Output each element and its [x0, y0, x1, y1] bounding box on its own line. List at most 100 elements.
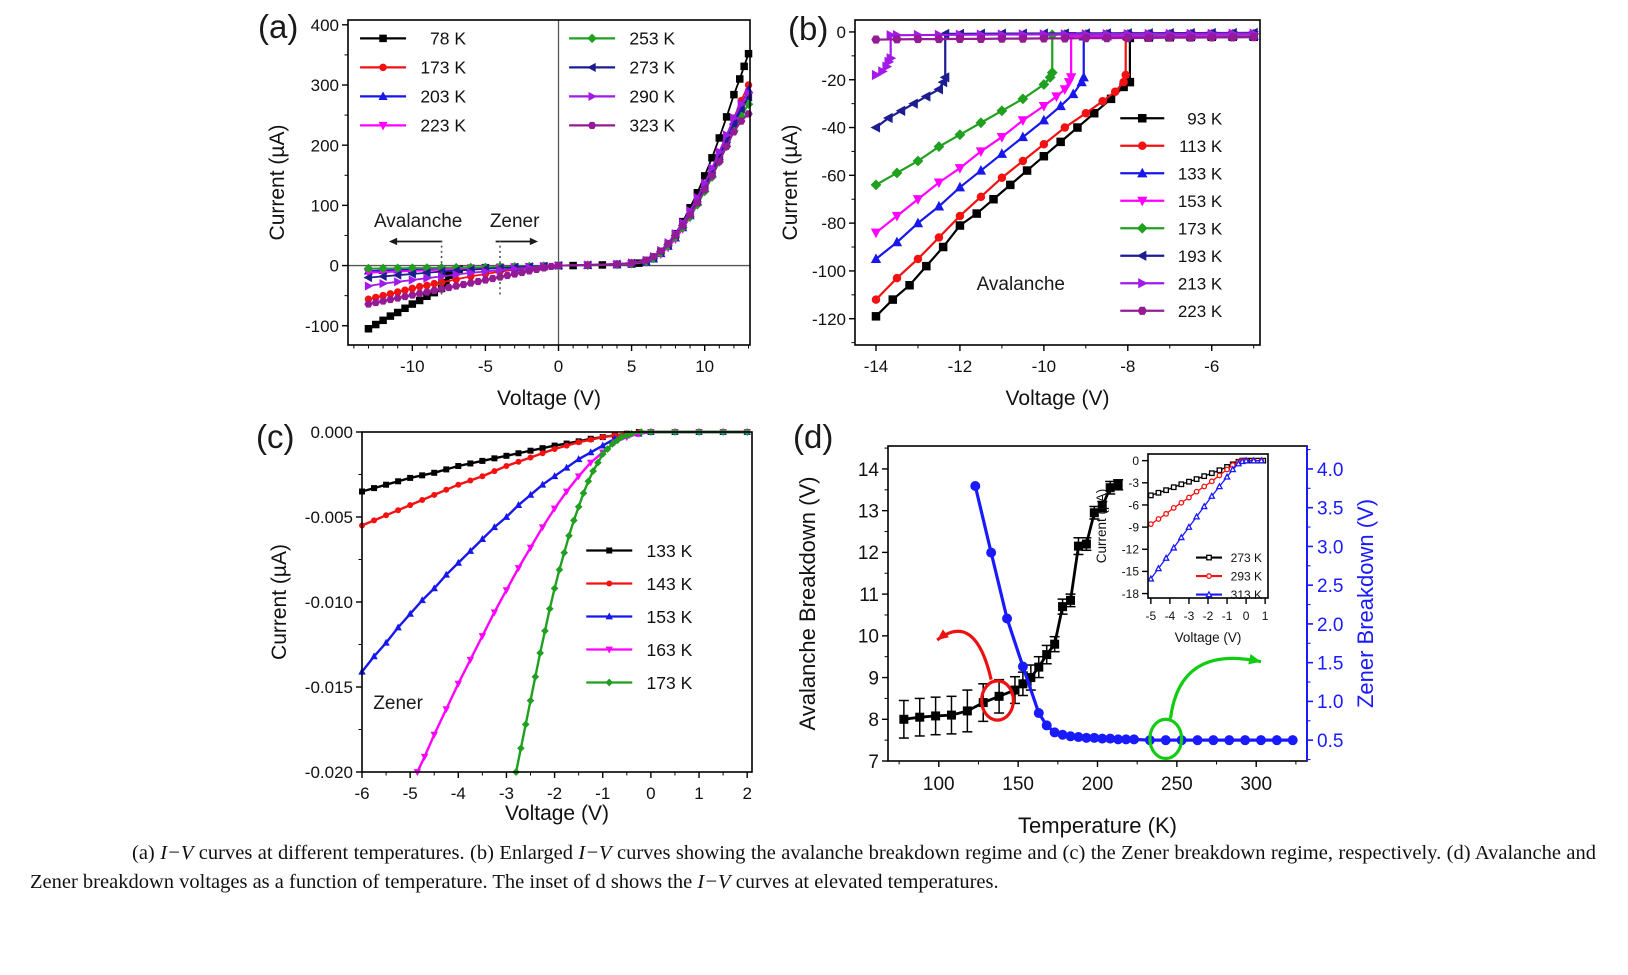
svg-text:-12: -12	[1122, 543, 1140, 557]
svg-text:78 K: 78 K	[430, 29, 466, 49]
svg-text:-8: -8	[1120, 357, 1135, 376]
svg-text:7: 7	[868, 752, 879, 773]
svg-text:163 K: 163 K	[647, 640, 693, 660]
svg-text:2.0: 2.0	[1317, 615, 1343, 636]
series-313-k	[1147, 456, 1266, 582]
svg-text:-40: -40	[821, 119, 846, 138]
axes: 100 150 200 250 30078910111213140.51.01.52.0…	[795, 445, 1378, 838]
series	[363, 49, 754, 333]
svg-text:11: 11	[859, 585, 879, 606]
svg-text:150: 150	[1002, 774, 1034, 795]
legend: 78 K 173 K 203 K 223 K 253 K 273 K 290 K 323 K	[360, 29, 675, 136]
svg-text:Current (µA): Current (µA)	[268, 544, 291, 660]
svg-text:-80: -80	[821, 214, 846, 233]
svg-text:203 K: 203 K	[420, 87, 466, 107]
svg-text:-60: -60	[821, 166, 846, 185]
svg-text:-120: -120	[812, 310, 846, 329]
svg-text:14: 14	[858, 460, 880, 481]
svg-text:Voltage (V): Voltage (V)	[505, 802, 609, 825]
series	[358, 427, 752, 777]
svg-text:0: 0	[554, 357, 563, 376]
svg-text:Voltage (V): Voltage (V)	[497, 387, 601, 410]
svg-text:Current (µA): Current (µA)	[779, 125, 802, 241]
svg-text:253 K: 253 K	[629, 29, 675, 49]
axes: -6 -5 -4 -3 -2 -1 0 1 2 0.000 -0.005 -0.010 -0.015 -0…	[268, 423, 753, 825]
svg-text:-2: -2	[547, 784, 562, 803]
legend: 133 K 143 K 153 K 163 K 173 K	[586, 541, 693, 693]
svg-text:2.5: 2.5	[1317, 576, 1343, 597]
svg-text:12: 12	[858, 543, 879, 564]
svg-text:293 K: 293 K	[1231, 569, 1262, 583]
svg-text:3.5: 3.5	[1317, 499, 1343, 520]
svg-text:100: 100	[923, 774, 955, 795]
svg-text:10: 10	[695, 357, 714, 376]
svg-text:8: 8	[868, 710, 879, 731]
svg-text:313 K: 313 K	[1231, 588, 1262, 602]
svg-text:400: 400	[311, 16, 339, 35]
svg-text:133 K: 133 K	[647, 541, 693, 561]
svg-text:-1: -1	[1222, 609, 1233, 623]
svg-text:Voltage (V): Voltage (V)	[1175, 630, 1242, 645]
svg-text:1: 1	[694, 784, 703, 803]
svg-text:-12: -12	[948, 357, 973, 376]
svg-text:-20: -20	[821, 71, 846, 90]
svg-text:0.000: 0.000	[310, 423, 353, 442]
svg-text:-14: -14	[864, 357, 889, 376]
svg-text:9: 9	[868, 668, 879, 689]
svg-text:300: 300	[311, 76, 339, 95]
chart-avalanche-regime: -14 -12 -10 -8 -60-20-40-60-80-100-120Voltag…	[779, 19, 1261, 410]
svg-text:5: 5	[627, 357, 636, 376]
svg-text:100: 100	[311, 196, 339, 215]
svg-text:143 K: 143 K	[647, 574, 693, 594]
svg-text:Voltage (V): Voltage (V)	[1006, 387, 1110, 410]
svg-text:300: 300	[1240, 774, 1272, 795]
svg-text:10: 10	[858, 627, 879, 648]
svg-text:113 K: 113 K	[1179, 137, 1223, 156]
svg-text:1: 1	[1262, 609, 1269, 623]
svg-text:153 K: 153 K	[647, 607, 693, 627]
axes: -10 -5 0 5 10 -100 0 100 200 300 400 Voltage (V) Cur…	[266, 16, 751, 410]
svg-text:213 K: 213 K	[1178, 274, 1223, 293]
series-223-k	[871, 33, 1259, 44]
svg-text:-2: -2	[1203, 609, 1214, 623]
svg-text:-9: -9	[1128, 520, 1139, 534]
svg-text:13: 13	[858, 502, 879, 523]
svg-text:0: 0	[837, 23, 846, 42]
svg-text:-0.010: -0.010	[305, 593, 353, 612]
svg-text:-5: -5	[478, 357, 493, 376]
annotations: Avalanche Zener	[374, 211, 540, 295]
svg-text:4.0: 4.0	[1317, 460, 1343, 481]
svg-text:200: 200	[1082, 774, 1114, 795]
svg-text:153 K: 153 K	[1178, 192, 1223, 211]
annotations: Zener	[373, 693, 423, 714]
svg-text:-100: -100	[305, 317, 339, 336]
chart-iv-curves: -10 -5 0 5 10 -100 0 100 200 300 400 Voltage (V) Cur…	[266, 16, 754, 410]
svg-text:290 K: 290 K	[629, 87, 675, 107]
svg-text:1.5: 1.5	[1317, 654, 1343, 675]
svg-text:0: 0	[1132, 454, 1139, 468]
svg-text:-6: -6	[354, 784, 369, 803]
legend: 93 K 113 K 133 K 153 K 173 K 193 K 213 K 223 K	[1120, 109, 1223, 321]
svg-text:-4: -4	[1165, 609, 1176, 623]
svg-text:193 K: 193 K	[1178, 247, 1223, 266]
svg-text:0.5: 0.5	[1317, 731, 1343, 752]
svg-text:-18: -18	[1122, 587, 1140, 601]
svg-text:Zener: Zener	[490, 211, 540, 232]
panel-a-label: (a)	[258, 8, 299, 45]
svg-text:173 K: 173 K	[420, 58, 466, 78]
svg-text:1.0: 1.0	[1317, 692, 1343, 713]
svg-text:250: 250	[1161, 774, 1193, 795]
svg-text:93 K: 93 K	[1187, 109, 1223, 128]
panel-d-label: (d)	[793, 418, 834, 455]
series-133-k	[359, 429, 751, 495]
series	[1147, 456, 1267, 582]
svg-text:-5: -5	[403, 784, 418, 803]
svg-text:-3: -3	[1184, 609, 1195, 623]
svg-text:173 K: 173 K	[647, 673, 693, 693]
svg-text:3.0: 3.0	[1317, 537, 1343, 558]
series-273-k	[1147, 457, 1267, 499]
svg-text:273 K: 273 K	[629, 58, 675, 78]
annotations: Avalanche	[977, 274, 1065, 295]
